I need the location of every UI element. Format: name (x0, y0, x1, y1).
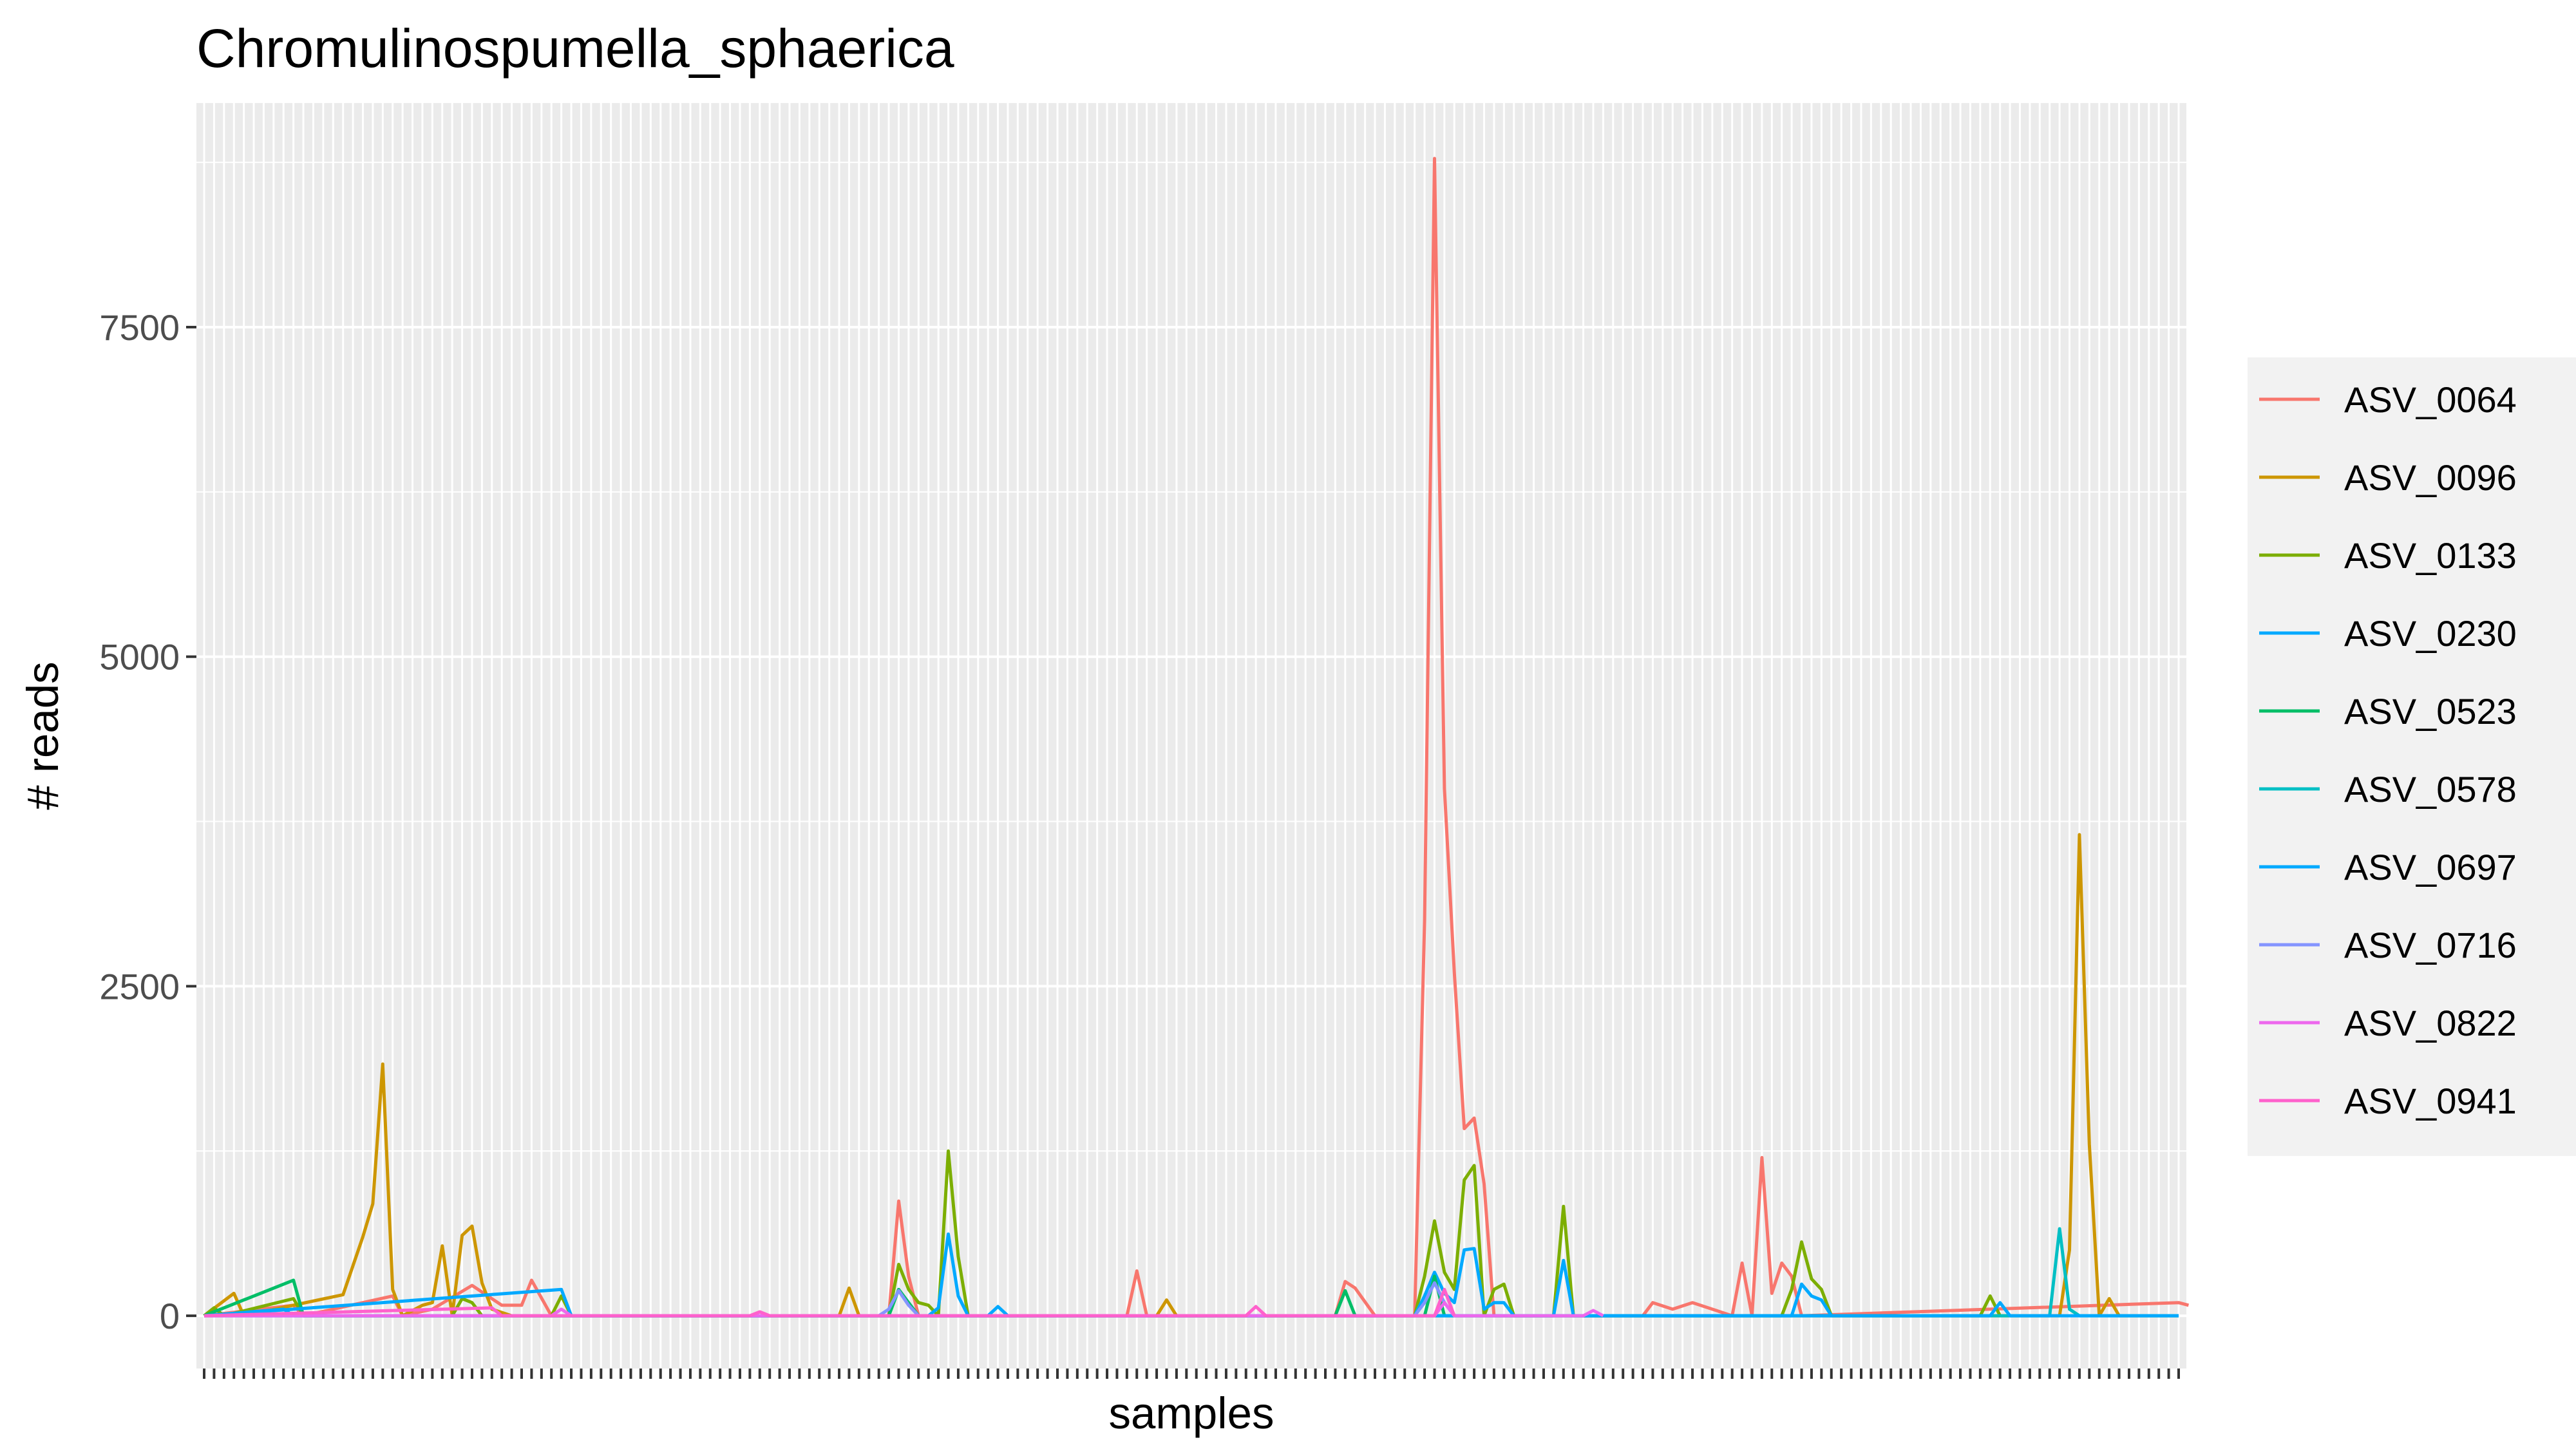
plot-panel (196, 103, 2186, 1368)
legend-label: ASV_0697 (2344, 847, 2517, 887)
legend-label: ASV_0822 (2344, 1003, 2517, 1043)
legend-label: ASV_0716 (2344, 925, 2517, 965)
legend: ASV_0064 ASV_0096 ASV_0133 ASV_0230 ASV_0523… (2248, 357, 2576, 1156)
y-axis-title: # reads (18, 661, 68, 810)
y-tick-label: 7500 (99, 307, 180, 348)
gridlines (196, 103, 2186, 1368)
legend-label: ASV_0096 (2344, 457, 2517, 498)
chart-title: Chromulinospumella_sphaerica (196, 18, 954, 79)
legend-label: ASV_0064 (2344, 379, 2517, 420)
series-line-asv-0697 (204, 1287, 2179, 1318)
series-lines (203, 156, 2190, 1318)
legend-label: ASV_0941 (2344, 1081, 2517, 1121)
series-line-asv-0822 (204, 1301, 1604, 1318)
y-tick-label: 5000 (99, 637, 180, 677)
y-tick-label: 0 (160, 1296, 180, 1336)
legend-label: ASV_0230 (2344, 613, 2517, 654)
legend-label: ASV_0578 (2344, 769, 2517, 810)
y-tick-label: 2500 (99, 966, 180, 1007)
axes: 0 2500 5000 7500 (99, 307, 2180, 1379)
legend-label: ASV_0133 (2344, 535, 2517, 576)
x-axis-title: samples (1109, 1388, 1274, 1438)
legend-label: ASV_0523 (2344, 691, 2517, 732)
series-line-asv-0941 (204, 1287, 1456, 1318)
